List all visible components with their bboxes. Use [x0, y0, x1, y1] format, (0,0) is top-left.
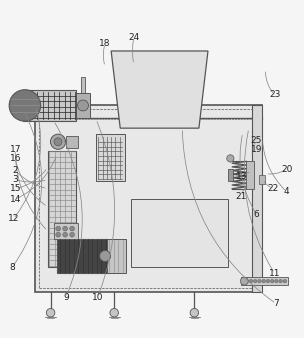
Polygon shape: [111, 51, 208, 128]
Circle shape: [56, 226, 60, 231]
Bar: [259, 174, 265, 184]
Circle shape: [50, 134, 66, 149]
Bar: [66, 136, 78, 148]
Bar: [23, 90, 76, 121]
Text: 12: 12: [8, 214, 19, 223]
Bar: [247, 162, 254, 189]
Circle shape: [240, 277, 248, 285]
Circle shape: [78, 100, 88, 111]
Circle shape: [266, 279, 270, 283]
Text: 3: 3: [12, 175, 18, 184]
Circle shape: [100, 250, 111, 262]
Bar: [76, 93, 90, 118]
Text: 7: 7: [273, 299, 279, 308]
Text: 19: 19: [251, 145, 262, 154]
Circle shape: [63, 232, 67, 237]
Circle shape: [56, 232, 60, 237]
Text: 2: 2: [12, 166, 18, 175]
Text: 16: 16: [9, 154, 21, 163]
Circle shape: [283, 279, 287, 283]
Text: 11: 11: [269, 269, 280, 278]
Circle shape: [190, 309, 199, 317]
Circle shape: [262, 279, 265, 283]
Bar: [81, 77, 85, 118]
Circle shape: [63, 226, 67, 231]
Bar: [36, 105, 262, 292]
Bar: [241, 277, 288, 285]
Circle shape: [227, 155, 234, 162]
Text: 20: 20: [281, 165, 292, 173]
Text: 23: 23: [269, 90, 280, 99]
Circle shape: [279, 279, 282, 283]
Circle shape: [253, 279, 257, 283]
Circle shape: [275, 279, 278, 283]
Text: 22: 22: [268, 184, 279, 193]
Bar: [48, 151, 76, 267]
Bar: [39, 109, 259, 288]
Text: 9: 9: [63, 293, 69, 302]
Circle shape: [54, 138, 62, 146]
Text: 24: 24: [128, 33, 140, 42]
Circle shape: [47, 309, 55, 317]
Text: 21: 21: [236, 192, 247, 201]
Circle shape: [70, 232, 74, 237]
Text: 14: 14: [9, 195, 21, 204]
Bar: [252, 105, 261, 292]
Text: 10: 10: [92, 293, 103, 302]
Circle shape: [270, 279, 274, 283]
Circle shape: [9, 90, 41, 121]
Bar: [96, 134, 125, 181]
Bar: [54, 223, 78, 239]
Text: 13: 13: [236, 172, 247, 181]
Bar: [57, 239, 107, 273]
Circle shape: [257, 279, 261, 283]
Bar: [107, 239, 126, 273]
Text: 15: 15: [9, 184, 21, 193]
Circle shape: [70, 226, 74, 231]
Bar: [131, 199, 228, 267]
Text: 4: 4: [284, 187, 289, 196]
Circle shape: [249, 279, 253, 283]
Text: 8: 8: [9, 263, 15, 272]
Bar: [228, 169, 233, 181]
Text: 25: 25: [251, 136, 262, 145]
Circle shape: [110, 309, 119, 317]
Text: 18: 18: [99, 39, 111, 48]
Circle shape: [245, 279, 249, 283]
Text: 6: 6: [254, 210, 259, 219]
Text: 17: 17: [9, 145, 21, 154]
